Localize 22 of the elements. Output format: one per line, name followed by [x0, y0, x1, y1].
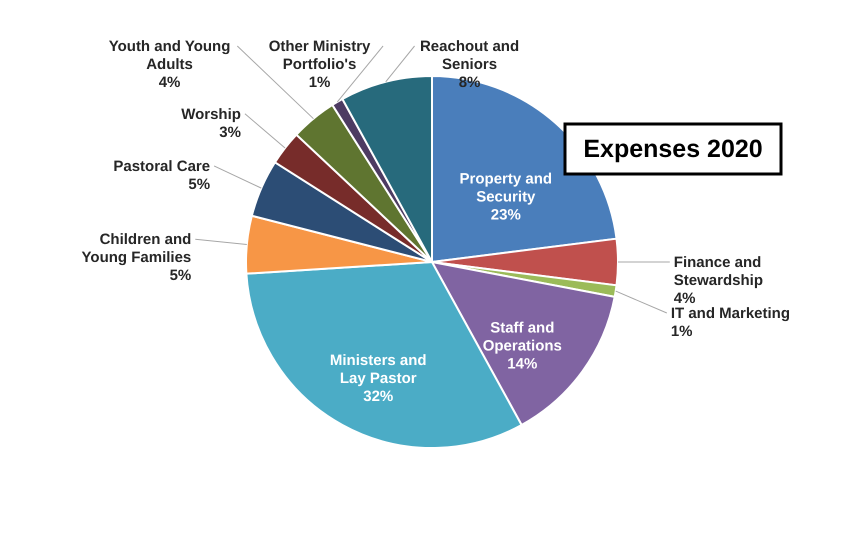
data-label: 14%	[507, 356, 538, 373]
slice-label: Children and Young Families	[82, 231, 192, 266]
text: Expenses 2020	[583, 135, 763, 163]
slice-label: Worship	[181, 106, 241, 123]
slice-label: Ministers and Lay Pastor	[330, 352, 427, 387]
data-label: 3%	[219, 124, 241, 141]
data-label: 1%	[670, 323, 693, 340]
data-label: 4%	[158, 74, 180, 91]
slice-label: Reachout and Seniors	[420, 38, 520, 73]
slice-label: Pastoral Care	[113, 158, 210, 175]
slice-label: Youth and Young Adults	[108, 38, 230, 73]
data-label: 1%	[308, 74, 330, 91]
data-label: 23%	[490, 206, 521, 224]
slice-label: Staff and Operations	[482, 320, 562, 355]
slice-label: IT and Marketing	[670, 305, 790, 322]
data-label: 5%	[170, 267, 192, 284]
slice-label: Property and Security	[460, 170, 552, 206]
data-label: 4%	[674, 290, 696, 307]
data-label: 5%	[188, 176, 210, 193]
slice-label: Other Ministry Portfolio's	[268, 38, 372, 73]
slice-label: Finance and Stewardship	[674, 254, 763, 289]
data-label: 32%	[363, 388, 394, 405]
